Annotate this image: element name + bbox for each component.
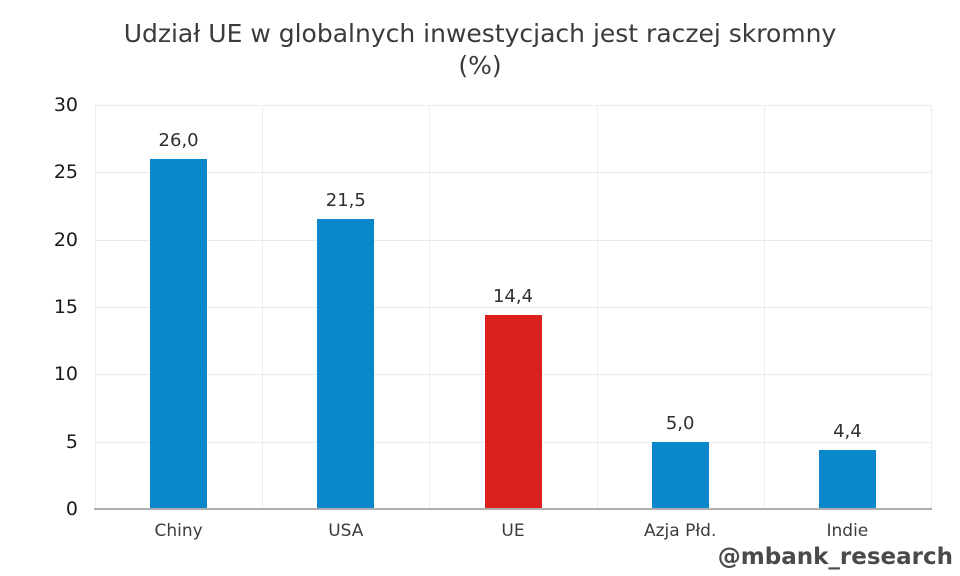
x-axis-line (94, 508, 932, 510)
y-tick-label-25: 25 (53, 161, 78, 184)
category-separator (95, 105, 96, 509)
chart-title-line2: (%) (458, 51, 502, 80)
bar-azja-p-d (651, 441, 709, 509)
y-tick-label-20: 20 (53, 228, 78, 251)
value-label-usa: 21,5 (325, 190, 366, 212)
category-separator (931, 105, 932, 509)
gridline-20 (95, 239, 931, 241)
value-label-ue: 14,4 (492, 286, 534, 308)
plot-area: 26,0 21,5 14,4 5,0 4,4 (95, 105, 932, 509)
watermark: @mbank_research (717, 544, 953, 570)
category-label-ue: UE (501, 521, 525, 541)
category-separator (763, 105, 765, 509)
bar-indie (818, 449, 876, 509)
gridline-25 (95, 172, 931, 174)
gridline-15 (95, 307, 931, 308)
bar-usa (317, 219, 375, 509)
y-tick-label-5: 5 (65, 430, 78, 453)
y-tick-label-15: 15 (53, 296, 78, 318)
value-label-azja-p-d: 5,0 (665, 412, 695, 434)
bar-ue (484, 315, 542, 509)
value-label-indie: 4,4 (833, 420, 862, 442)
category-label-indie: Indie (826, 521, 869, 541)
category-separator (596, 105, 598, 509)
value-label-chiny: 26,0 (158, 129, 199, 151)
chart-title-line1: Udział UE w globalnych inwestycjach jest… (123, 19, 837, 48)
y-tick-label-0: 0 (65, 498, 78, 520)
y-tick-label-30: 30 (53, 94, 78, 116)
category-label-azja-p-d: Azja Płd. (644, 521, 717, 541)
chart-title: Udział UE w globalnych inwestycjach jest… (0, 18, 960, 82)
category-label-usa: USA (328, 521, 364, 541)
category-label-chiny: Chiny (154, 521, 203, 541)
category-separator (262, 105, 264, 509)
y-tick-label-10: 10 (53, 363, 78, 386)
bar-chiny (150, 158, 208, 509)
gridline-30 (95, 105, 931, 106)
category-separator (429, 105, 431, 509)
